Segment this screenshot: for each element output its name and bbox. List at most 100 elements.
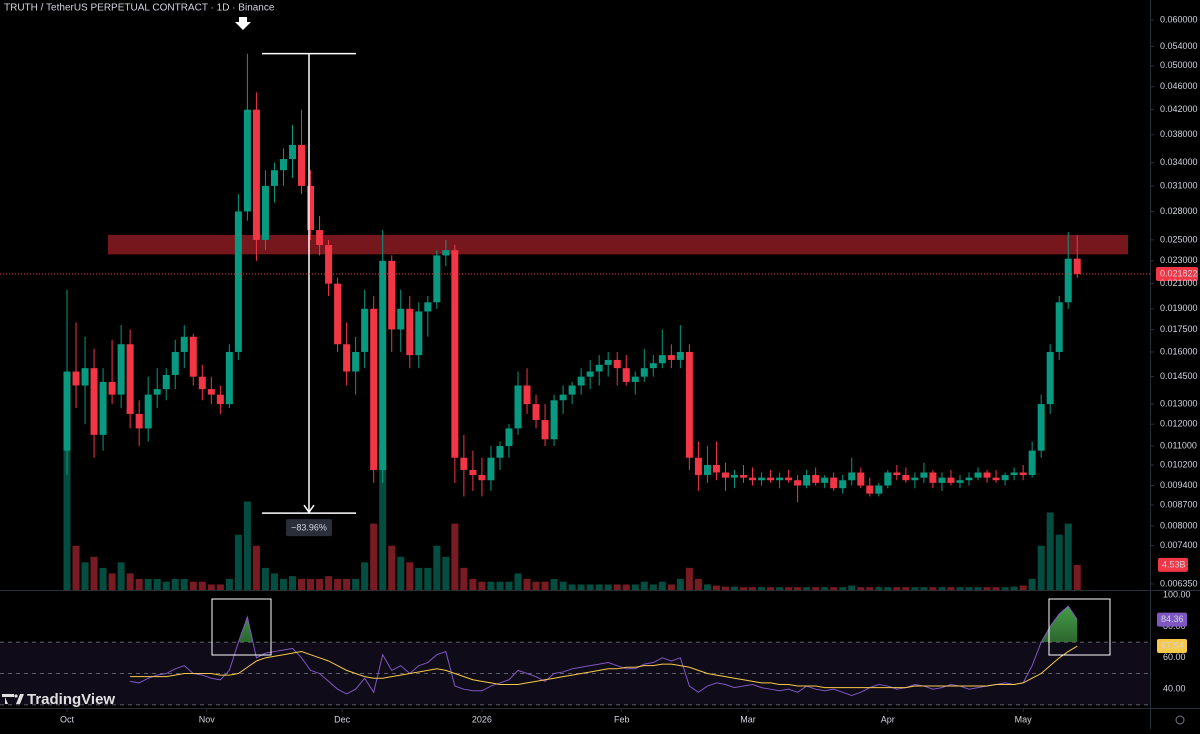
volume-bar xyxy=(325,576,333,590)
candle-body xyxy=(469,469,477,476)
candle-body xyxy=(343,344,351,372)
candle-body xyxy=(604,359,612,365)
volume-bar xyxy=(1046,512,1054,590)
volume-bar xyxy=(424,567,432,590)
candle-body xyxy=(1037,404,1045,451)
y-tick-label: 0.009400 xyxy=(1160,480,1198,490)
y-tick-label: 0.050000 xyxy=(1160,60,1198,70)
candle-body xyxy=(162,374,170,390)
candle-body xyxy=(550,400,558,440)
x-tick-label: Nov xyxy=(199,714,216,724)
y-tick-label: 0.013000 xyxy=(1160,398,1198,408)
volume-bar xyxy=(712,585,720,590)
candle-body xyxy=(126,344,134,414)
candle-body xyxy=(316,230,324,245)
volume-bar xyxy=(225,578,233,590)
candle-body xyxy=(1001,475,1009,481)
volume-bar xyxy=(180,578,188,590)
candle-body xyxy=(965,477,973,481)
candle-body xyxy=(947,477,955,483)
candle-body xyxy=(99,381,107,435)
price-label-box xyxy=(1156,267,1198,282)
candle-body xyxy=(388,260,396,330)
candle-body xyxy=(225,351,233,405)
candle-body xyxy=(216,394,224,405)
volume-bar xyxy=(171,578,179,590)
candle-body xyxy=(442,250,450,256)
candle-body xyxy=(397,308,405,330)
candle-body xyxy=(352,351,360,372)
candle-body xyxy=(884,472,892,486)
candle-body xyxy=(730,475,738,478)
volume-bar xyxy=(848,585,856,590)
volume-bar xyxy=(857,587,865,590)
y-tick-label: 0.010200 xyxy=(1160,459,1198,469)
volume-bar xyxy=(965,587,973,590)
candle-body xyxy=(568,385,576,395)
candle-body xyxy=(586,371,594,377)
volume-bar xyxy=(261,567,269,590)
candle-body xyxy=(983,472,991,478)
candle-body xyxy=(180,336,188,352)
candle-body xyxy=(424,302,432,312)
logo-dot xyxy=(14,694,18,698)
volume-bar xyxy=(126,573,134,590)
brand-name: TradingView xyxy=(27,691,115,708)
volume-bar xyxy=(622,584,630,590)
volume-bar xyxy=(108,573,116,590)
candle-body xyxy=(243,109,251,212)
volume-bar xyxy=(162,581,170,590)
volume-bar xyxy=(685,567,693,590)
volume-bar xyxy=(812,587,820,590)
candle-body xyxy=(938,477,946,483)
volume-bar xyxy=(478,581,486,590)
rsi-ma-line xyxy=(130,645,1078,689)
volume-bar xyxy=(397,556,405,590)
volume-bar xyxy=(469,578,477,590)
volume-bar xyxy=(767,587,775,590)
volume-bar xyxy=(758,587,766,590)
volume-bar xyxy=(947,587,955,590)
y-tick-label: 0.031000 xyxy=(1160,180,1198,190)
volume-label-box xyxy=(1158,557,1188,572)
candle-body xyxy=(514,385,522,429)
resistance-zone xyxy=(108,234,1128,255)
candle-body xyxy=(803,475,811,486)
candle-body xyxy=(866,485,874,494)
volume-bar xyxy=(694,578,702,590)
candle-body xyxy=(198,376,206,390)
volume-bar xyxy=(370,523,378,590)
volume-bar xyxy=(334,578,342,590)
candle-body xyxy=(460,457,468,470)
candle-body xyxy=(252,109,260,240)
candle-body xyxy=(270,170,278,186)
highlight-box xyxy=(211,598,272,656)
candle-body xyxy=(153,389,161,395)
candle-body xyxy=(848,472,856,481)
candle-body xyxy=(712,465,720,473)
y-tick-label: 0.060000 xyxy=(1160,14,1198,24)
volume-bar xyxy=(956,587,964,590)
candle-body xyxy=(676,351,684,360)
candle-body xyxy=(1019,472,1027,476)
candle-body xyxy=(911,477,919,481)
volume-bar xyxy=(776,587,784,590)
chart-title: TRUTH / TetherUS PERPETUAL CONTRACT · 1D… xyxy=(4,3,275,14)
y-tick-label: 0.054000 xyxy=(1160,41,1198,51)
volume-bar xyxy=(1028,578,1036,590)
candle-body xyxy=(478,475,486,481)
settings-icon[interactable] xyxy=(1175,715,1185,725)
volume-bar xyxy=(343,578,351,590)
volume-bar xyxy=(875,587,883,590)
y-tick-label: 0.023000 xyxy=(1160,255,1198,265)
x-tick-label: Oct xyxy=(60,714,75,724)
candle-body xyxy=(415,311,423,356)
volume-bar xyxy=(821,587,829,590)
volume-bar xyxy=(90,556,98,590)
logo-icon xyxy=(2,694,24,704)
volume-bar xyxy=(721,586,729,590)
volume-bar xyxy=(974,587,982,590)
volume-bar xyxy=(198,581,206,590)
candle-body xyxy=(992,477,1000,481)
candle-body xyxy=(144,394,152,429)
